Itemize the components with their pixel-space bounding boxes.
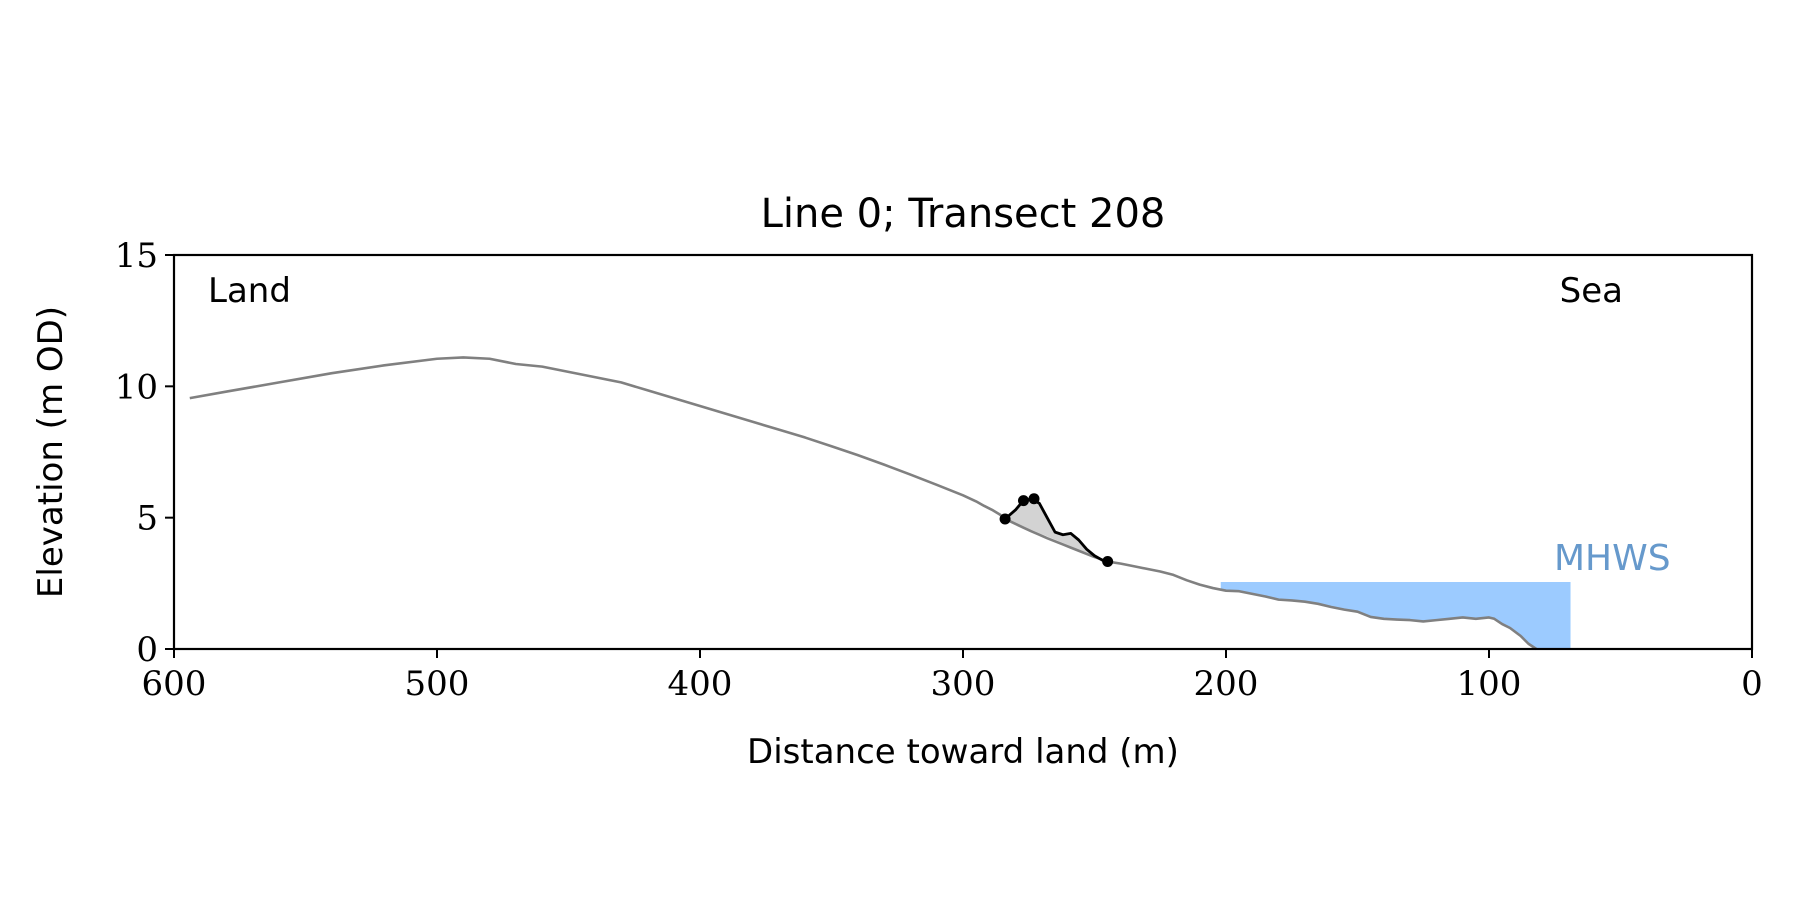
chart-title: Line 0; Transect 208 xyxy=(761,191,1166,237)
y-axis-label: Elevation (m OD) xyxy=(31,306,71,598)
x-axis-ticks: 600 500 400 300 200 100 0 xyxy=(142,649,1763,704)
x-tick-label: 400 xyxy=(668,664,733,704)
sea-annotation: Sea xyxy=(1560,271,1623,311)
y-tick-label: 10 xyxy=(115,367,158,407)
x-tick-label: 100 xyxy=(1457,664,1522,704)
y-tick-label: 15 xyxy=(115,236,158,276)
x-tick-label: 300 xyxy=(931,664,996,704)
land-annotation: Land xyxy=(208,271,291,311)
dune-point xyxy=(1017,495,1029,507)
y-tick-label: 5 xyxy=(136,499,158,539)
x-axis-label: Distance toward land (m) xyxy=(747,732,1179,772)
y-axis-ticks: 0 5 10 15 xyxy=(115,236,174,670)
dune-point xyxy=(999,513,1011,525)
x-tick-label: 500 xyxy=(405,664,470,704)
x-tick-label: 600 xyxy=(142,664,207,704)
profile-line xyxy=(189,356,1538,651)
dune-point xyxy=(1102,556,1114,568)
dune-point xyxy=(1028,493,1040,505)
mhws-water-area xyxy=(1220,582,1571,649)
plot-layer xyxy=(189,356,1571,651)
y-tick-label: 0 xyxy=(136,630,158,670)
x-tick-label: 0 xyxy=(1741,664,1763,704)
mhws-label: MHWS xyxy=(1554,538,1671,579)
x-tick-label: 200 xyxy=(1194,664,1259,704)
